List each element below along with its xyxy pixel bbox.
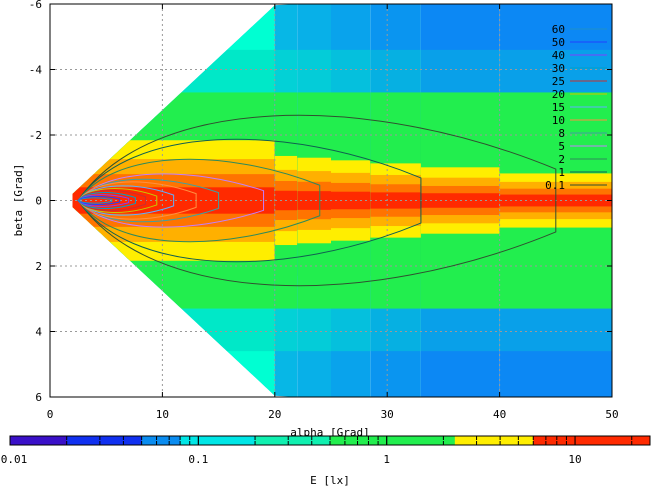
x-tick-label: 40 (493, 408, 506, 421)
y-tick-label: 2 (35, 260, 42, 273)
contour-1 (77, 138, 422, 263)
y-tick-label: -6 (29, 0, 42, 11)
contour-8 (77, 178, 220, 223)
grid (50, 4, 612, 397)
colorbar: 0.01 0.1 1 10 (1, 435, 651, 466)
y-tick-label: 6 (35, 391, 42, 404)
colorbar-band (10, 436, 68, 445)
x-tick-label: 0 (47, 408, 54, 421)
heat-band-2-7 (297, 191, 331, 210)
contour-0.1 (77, 114, 557, 287)
legend-label: 20 (552, 88, 565, 101)
colorbar-label: E [lx] (310, 474, 350, 486)
contour-25 (77, 189, 147, 212)
y-tick-label: -4 (29, 64, 43, 77)
colorbar-band (330, 436, 456, 445)
colorbar-band (454, 436, 534, 445)
x-tick-label: 10 (156, 408, 169, 421)
y-tick-label: -2 (29, 129, 42, 142)
legend-label: 8 (558, 127, 565, 140)
heat-slice-3 (331, 4, 371, 397)
legend-label: 0.1 (545, 179, 565, 192)
contour-5 (77, 173, 265, 228)
contour-2 (77, 158, 321, 243)
legend-label: 5 (558, 140, 565, 153)
colorbar-band (180, 436, 256, 445)
colorbar-band (66, 436, 143, 445)
x-tick-label: 50 (605, 408, 618, 421)
legend-label: 15 (552, 101, 565, 114)
legend-label: 1 (558, 166, 565, 179)
x-tick-label: 30 (381, 408, 394, 421)
colorbar-tick-label: 0.1 (188, 453, 208, 466)
y-axis-label: beta [Grad] (12, 164, 25, 237)
colorbar-band (255, 436, 331, 445)
contour-20 (77, 188, 158, 213)
x-tick-label: 20 (268, 408, 281, 421)
colorbar-tick-label: 10 (568, 453, 581, 466)
colorbar-band (533, 436, 651, 445)
legend-label: 50 (552, 36, 565, 49)
legend-label: 40 (552, 49, 565, 62)
legend-label: 25 (552, 75, 565, 88)
contour-50 (77, 196, 121, 205)
colorbar-tick-label: 0.01 (1, 453, 28, 466)
contour-15 (77, 185, 175, 216)
legend-label: 2 (558, 153, 565, 166)
heat-slice-2 (297, 4, 331, 397)
colorbar-band (141, 436, 181, 445)
contour-40 (77, 194, 130, 207)
colorbar-tick-label: 1 (383, 453, 390, 466)
legend-label: 60 (552, 23, 565, 36)
contour-30 (77, 192, 136, 209)
legend-label: 10 (552, 114, 565, 127)
contour-60 (77, 197, 113, 204)
contour-10 (77, 181, 197, 220)
y-tick-label: 0 (35, 195, 42, 208)
y-tick-label: 4 (35, 326, 42, 339)
contour-lines (77, 114, 557, 287)
legend-label: 30 (552, 62, 565, 75)
